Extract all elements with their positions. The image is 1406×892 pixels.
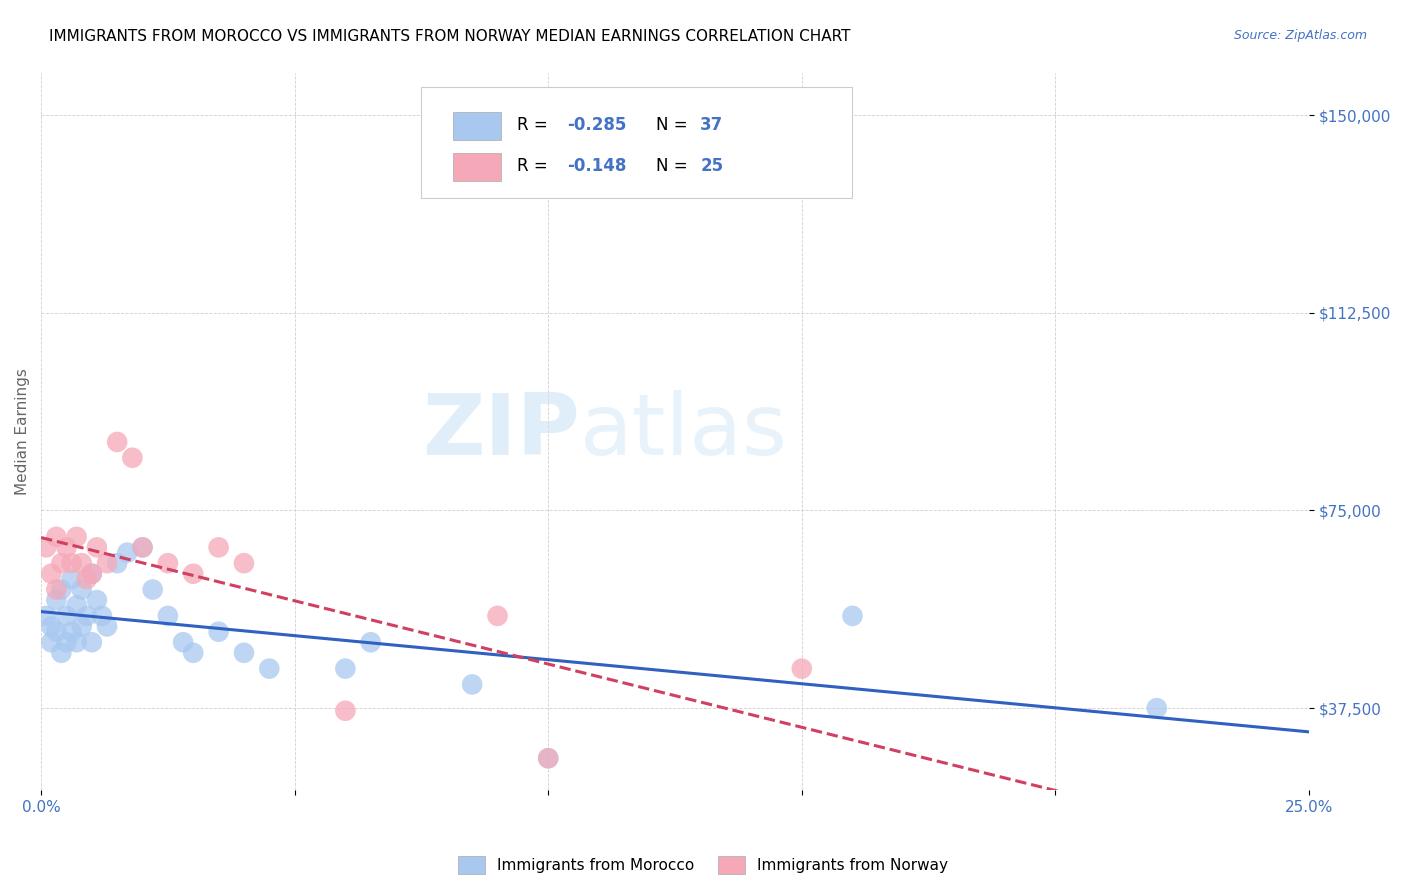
Point (60, 624, 83, 639)
Point (461, 677, 484, 691)
Point (841, 608, 863, 623)
Point (790, 662, 813, 676)
Point (131, 541, 153, 555)
Point (51, 556, 73, 570)
Point (360, 635, 382, 649)
Point (537, 751, 560, 765)
Legend: Immigrants from Morocco, Immigrants from Norway: Immigrants from Morocco, Immigrants from… (451, 850, 955, 880)
Point (35, 541, 58, 555)
Point (65, 599, 87, 613)
Point (76, 608, 98, 623)
Point (86, 593, 108, 607)
Point (45, 624, 67, 639)
Text: -0.285: -0.285 (567, 116, 627, 135)
Text: atlas: atlas (579, 390, 787, 473)
Point (60, 556, 83, 570)
Point (96, 556, 118, 570)
Point (39, 566, 62, 581)
Point (70, 582, 93, 597)
FancyBboxPatch shape (453, 153, 502, 180)
Point (55, 541, 77, 555)
Point (117, 546, 139, 560)
Point (45, 530, 67, 544)
Point (76, 572, 98, 586)
Point (181, 646, 204, 660)
Point (70, 619, 93, 633)
Point (65, 530, 87, 544)
Point (51, 646, 73, 660)
Point (80, 635, 103, 649)
Point (156, 608, 179, 623)
Point (207, 624, 229, 639)
Point (172, 635, 194, 649)
Point (80, 566, 103, 581)
Point (91, 608, 114, 623)
Point (51, 582, 73, 597)
Point (207, 541, 229, 555)
Text: 25: 25 (700, 157, 724, 175)
Point (86, 541, 108, 555)
Text: N =: N = (657, 116, 693, 135)
Point (335, 704, 357, 718)
Point (537, 751, 560, 765)
Point (335, 662, 357, 676)
Point (70, 556, 93, 570)
Point (1045, 793, 1067, 807)
Y-axis label: Median Earnings: Median Earnings (15, 368, 30, 495)
Point (60, 572, 83, 586)
Point (233, 646, 256, 660)
Point (65, 635, 87, 649)
Point (96, 619, 118, 633)
Text: R =: R = (516, 157, 553, 175)
Point (35, 608, 58, 623)
Point (55, 635, 77, 649)
Point (486, 608, 509, 623)
Point (259, 662, 281, 676)
Text: N =: N = (657, 157, 693, 175)
Point (45, 582, 67, 597)
Text: IMMIGRANTS FROM MOROCCO VS IMMIGRANTS FROM NORWAY MEDIAN EARNINGS CORRELATION CH: IMMIGRANTS FROM MOROCCO VS IMMIGRANTS FR… (49, 29, 851, 45)
Point (105, 434, 128, 449)
Point (39, 635, 62, 649)
Point (55, 608, 77, 623)
FancyBboxPatch shape (422, 87, 852, 198)
Point (121, 450, 143, 465)
Text: -0.148: -0.148 (567, 157, 627, 175)
Point (80, 566, 103, 581)
Point (142, 582, 165, 597)
Point (233, 556, 256, 570)
Point (45, 593, 67, 607)
Point (1146, 701, 1168, 715)
Text: R =: R = (516, 116, 553, 135)
Text: Source: ZipAtlas.com: Source: ZipAtlas.com (1233, 29, 1367, 43)
Point (105, 556, 128, 570)
Point (181, 566, 204, 581)
Point (156, 556, 179, 570)
Point (131, 541, 153, 555)
Text: 37: 37 (700, 116, 724, 135)
FancyBboxPatch shape (453, 112, 502, 140)
Text: ZIP: ZIP (422, 390, 579, 473)
Point (39, 619, 62, 633)
